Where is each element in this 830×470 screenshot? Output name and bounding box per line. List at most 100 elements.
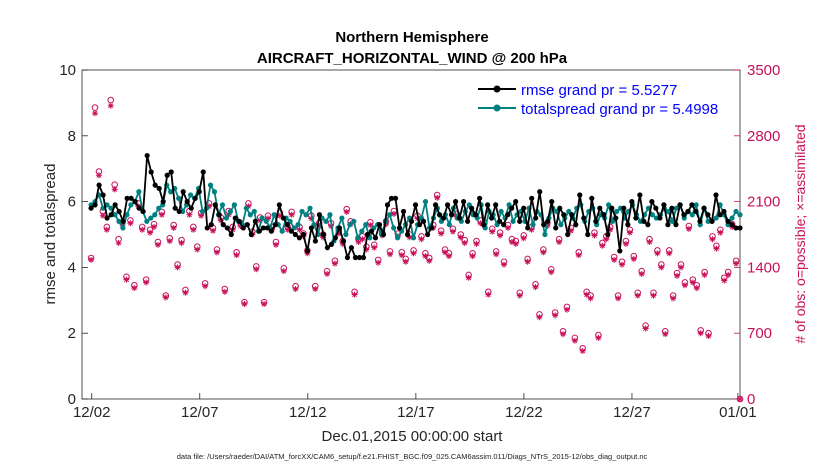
rmse-point — [332, 235, 339, 241]
obs-assimilated-point — [154, 241, 161, 248]
obs-assimilated-point — [615, 295, 622, 302]
totalspread-point — [247, 212, 253, 218]
obs-assimilated-point — [737, 396, 743, 402]
obs-assimilated-point — [253, 266, 260, 273]
rmse-point — [300, 231, 306, 238]
obs-assimilated-point — [622, 240, 629, 247]
obs-assimilated-point — [658, 264, 665, 271]
y-tick-label: 10 — [59, 62, 76, 79]
rmse-point — [497, 218, 503, 224]
obs-assimilated-point — [95, 172, 102, 179]
obs-assimilated-point — [536, 314, 543, 321]
rmse-point — [416, 222, 423, 228]
obs-assimilated-point — [261, 301, 268, 308]
obs-assimilated-point — [556, 239, 563, 246]
rmse-point — [340, 238, 347, 244]
totalspread-point — [112, 212, 118, 218]
obs-assimilated-point — [512, 240, 519, 247]
obs-assimilated-point — [147, 229, 154, 236]
obs-assimilated-point — [713, 245, 720, 252]
totalspread-point — [689, 212, 695, 218]
rmse-point — [717, 212, 723, 218]
rmse-point — [701, 205, 707, 211]
totalspread-point — [124, 212, 130, 218]
rmse-point — [489, 215, 495, 221]
obs-assimilated-point — [402, 258, 409, 265]
totalspread-point — [227, 208, 234, 215]
obs-assimilated-point — [119, 222, 126, 229]
rmse-point — [645, 222, 651, 228]
totalspread-point — [422, 199, 429, 205]
rmse-point — [677, 202, 683, 208]
rmse-point — [461, 199, 467, 205]
obs-assimilated-point — [359, 236, 366, 243]
totalspread-point — [168, 189, 174, 195]
rmse-point — [541, 222, 547, 228]
rmse-point — [501, 222, 507, 228]
obs-assimilated-point — [575, 252, 582, 259]
obs-assimilated-point — [630, 255, 637, 262]
rmse-point — [713, 192, 719, 198]
rmse-point — [557, 205, 563, 211]
y-right-tick-label: 2100 — [747, 194, 780, 211]
totalspread-point — [649, 212, 656, 218]
x-tick-label: 12/02 — [73, 404, 111, 421]
rmse-point — [737, 225, 743, 231]
totalspread-point — [148, 215, 154, 221]
obs-assimilated-point — [654, 250, 661, 257]
totalspread-point — [243, 205, 249, 211]
rmse-point — [144, 152, 150, 159]
rmse-point — [408, 218, 415, 224]
rmse-point — [465, 218, 471, 224]
obs-assimilated-point — [296, 226, 303, 233]
totalspread-point — [279, 228, 285, 234]
obs-assimilated-point — [697, 330, 704, 337]
obs-assimilated-point — [638, 270, 645, 277]
totalspread-point — [299, 208, 305, 215]
obs-assimilated-point — [288, 211, 295, 218]
obs-assimilated-point — [151, 223, 158, 230]
rmse-point — [412, 202, 419, 208]
rmse-point — [553, 225, 559, 231]
obs-assimilated-point — [567, 227, 574, 234]
rmse-point — [172, 205, 178, 211]
rmse-point — [513, 199, 519, 205]
rmse-point — [601, 212, 607, 218]
rmse-point — [260, 225, 266, 231]
obs-assimilated-point — [99, 212, 106, 219]
rmse-point — [444, 202, 451, 208]
obs-assimilated-point — [642, 325, 649, 332]
obs-assimilated-point — [493, 251, 500, 258]
rmse-point — [96, 182, 102, 188]
rmse-point — [404, 231, 411, 238]
obs-assimilated-point — [725, 271, 732, 278]
rmse-point — [525, 225, 531, 231]
totalspread-point — [271, 212, 277, 218]
x-tick-label: 01/01 — [719, 404, 757, 421]
rmse-point — [436, 212, 443, 218]
totalspread-point — [152, 212, 158, 218]
totalspread-point — [705, 218, 711, 224]
obs-assimilated-point — [497, 232, 504, 239]
y-axis-right-label: # of obs: o=possible; ×=assimilated — [792, 124, 808, 343]
obs-assimilated-point — [127, 220, 134, 227]
totalspread-point — [613, 208, 620, 215]
obs-assimilated-point — [406, 234, 413, 241]
rmse-point — [312, 238, 318, 244]
obs-assimilated-point — [194, 246, 201, 253]
obs-assimilated-point — [190, 226, 197, 233]
rmse-point — [729, 222, 735, 228]
legend-spread-label: totalspread grand pr = 5.4998 — [521, 101, 718, 118]
obs-assimilated-point — [579, 348, 586, 355]
totalspread-point — [307, 205, 313, 211]
obs-assimilated-point — [560, 331, 567, 338]
obs-assimilated-point — [386, 251, 393, 258]
rmse-point — [533, 215, 539, 221]
totalspread-point — [295, 222, 301, 228]
rmse-point — [545, 218, 551, 224]
totalspread-point — [219, 202, 226, 208]
rmse-point — [392, 195, 399, 201]
rmse-point — [92, 202, 98, 208]
obs-assimilated-point — [607, 226, 614, 233]
rmse-point — [368, 228, 375, 234]
